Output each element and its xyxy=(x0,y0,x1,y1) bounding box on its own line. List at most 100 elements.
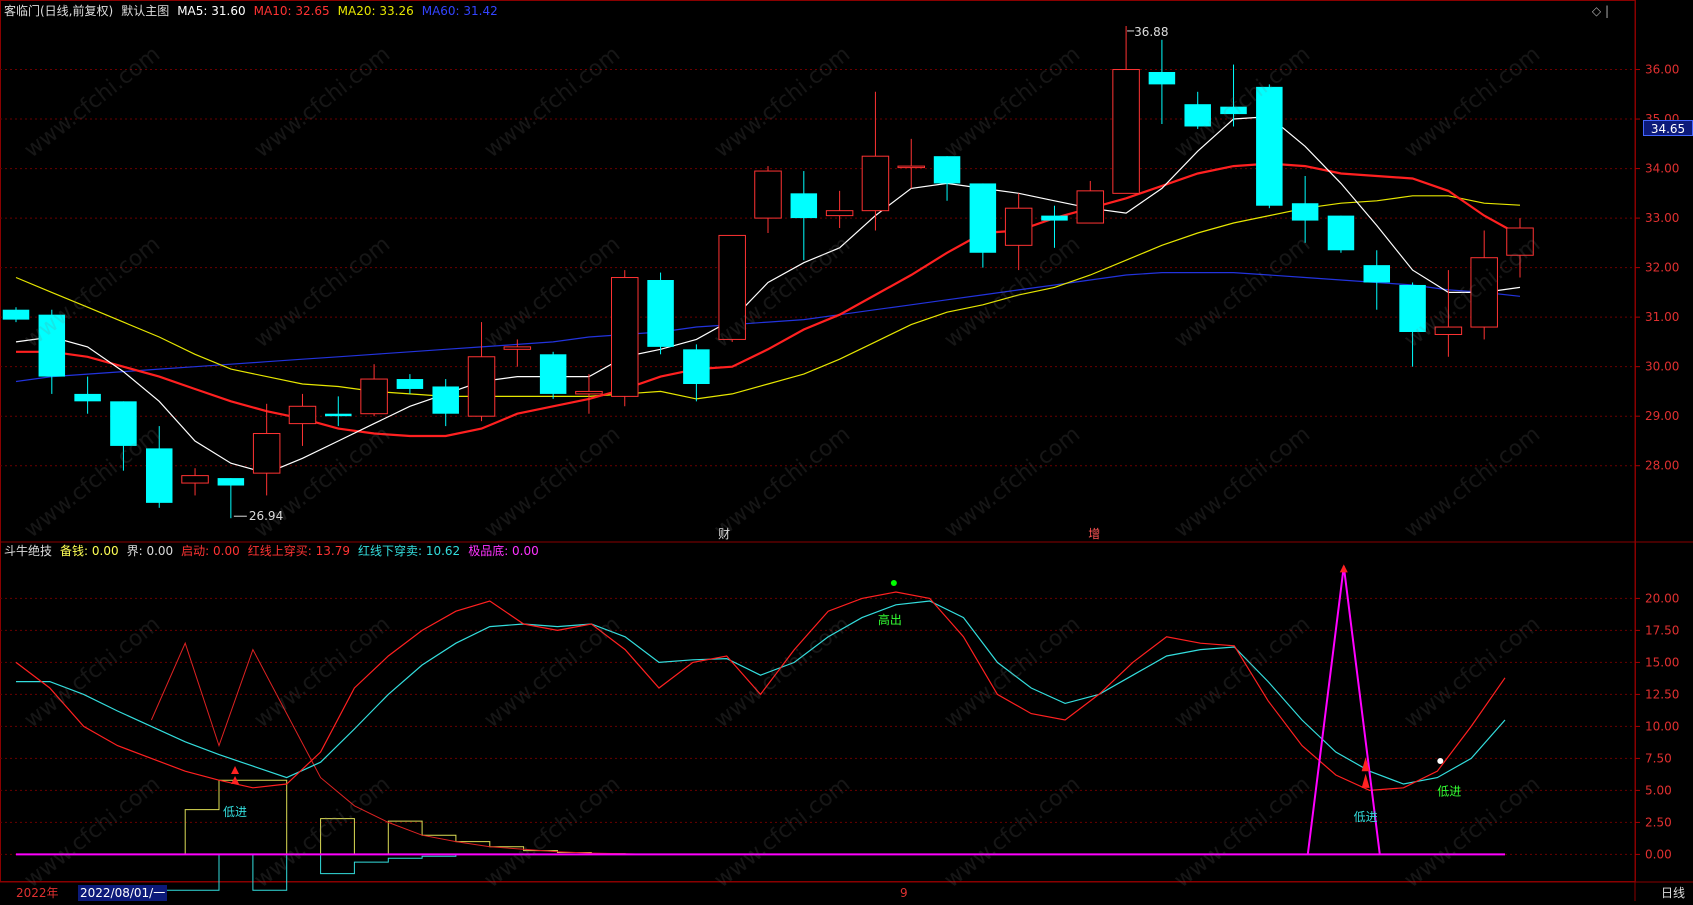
indicator-name[interactable]: 斗牛绝技 xyxy=(4,544,53,558)
ind-tick-label: 10.00 xyxy=(1645,719,1679,733)
event-marker-zeng: 增 xyxy=(1088,527,1100,541)
buy-arrow xyxy=(1361,757,1370,772)
cyan-line xyxy=(16,600,1506,785)
price-tick-label: 32.00 xyxy=(1645,261,1679,275)
ind-tick-label: 2.50 xyxy=(1645,815,1672,829)
ma5-label: MA5: 31.60 xyxy=(177,4,246,18)
ma60-line xyxy=(15,272,1521,383)
signal-high-sell: 高出 xyxy=(878,612,902,627)
stock-name[interactable]: 客临门(日线,前复权) xyxy=(4,4,114,18)
jie-label: 界: 0.00 xyxy=(126,544,174,558)
candle-body-down xyxy=(110,401,137,446)
candle-body-down xyxy=(1184,104,1211,127)
ind-tick-label: 12.50 xyxy=(1645,687,1679,701)
template-name[interactable]: 默认主图 xyxy=(121,4,170,18)
candle-body-up xyxy=(288,405,317,425)
current-price-tag: 34.65 xyxy=(1643,120,1693,136)
buy-arrow xyxy=(231,766,240,774)
candle-body-down xyxy=(1256,86,1283,206)
red-up-label: 红线上穿买: 13.79 xyxy=(247,544,350,558)
candle-body-up xyxy=(503,346,532,350)
ma60-label: MA60: 31.42 xyxy=(421,4,498,18)
current-price-value: 34.65 xyxy=(1650,122,1686,136)
candle-body-down xyxy=(1363,265,1391,283)
candle-body-down xyxy=(2,309,30,320)
signal-low-buy-2: 低进 xyxy=(1354,810,1378,824)
candle-body-up xyxy=(1004,207,1033,246)
candle-body-up xyxy=(1112,69,1140,194)
candle-body-down xyxy=(74,393,101,402)
ind-tick-label: 0.00 xyxy=(1645,847,1672,861)
candle-body-down xyxy=(38,314,66,377)
red-line xyxy=(15,591,1506,792)
price-tick-label: 28.00 xyxy=(1645,459,1679,473)
ind-tick-label: 7.50 xyxy=(1645,751,1672,765)
candle-body-up xyxy=(1076,190,1105,224)
main-header: 客临门(日线,前复权) 默认主图 MA5: 31.60 MA10: 32.65 … xyxy=(4,4,498,18)
candle-body-down xyxy=(1220,106,1247,115)
candle-body-up xyxy=(861,155,890,212)
period-label[interactable]: 日线 xyxy=(1660,886,1685,900)
candle-body-down xyxy=(217,478,245,486)
cyan-step-line xyxy=(151,853,490,891)
candle-body-up xyxy=(897,165,925,169)
high-price-label: 36.88 xyxy=(1134,25,1168,39)
candle-body-up xyxy=(1506,227,1534,256)
price-tick-label: 33.00 xyxy=(1645,211,1679,225)
candle-body-up xyxy=(611,277,639,397)
toolbar-controls: ◇ | xyxy=(1592,4,1609,18)
beiqian-label: 备钱: 0.00 xyxy=(60,544,119,558)
buy-arrow xyxy=(1361,773,1370,788)
ma10-label: MA10: 32.65 xyxy=(253,4,330,18)
white-dot xyxy=(1437,757,1444,764)
indicator-header: 斗牛绝技 备钱: 0.00 界: 0.00 启动: 0.00 红线上穿买: 13… xyxy=(4,544,539,558)
buy-arrow xyxy=(231,776,240,784)
low-price-label: 26.94 xyxy=(249,509,283,523)
candle-body-down xyxy=(647,280,674,347)
candle-body-down xyxy=(1327,215,1355,251)
candle-body-down xyxy=(683,349,710,384)
price-tick-label: 31.00 xyxy=(1645,310,1679,324)
candle-body-down xyxy=(1148,72,1176,85)
signal-low-buy-1: 低进 xyxy=(223,805,247,819)
price-tick-label: 36.00 xyxy=(1645,63,1679,77)
candle-body-down xyxy=(432,386,459,414)
candle-body-up xyxy=(467,356,496,417)
diamond-icon[interactable]: ◇ xyxy=(1591,4,1602,18)
sell-dot xyxy=(890,580,897,587)
candle-body-up xyxy=(360,378,388,415)
price-tick-label: 30.00 xyxy=(1645,360,1679,374)
candle-body-up xyxy=(754,170,782,219)
mid-axis-label: 9 xyxy=(900,886,908,900)
candle-body-down xyxy=(969,183,997,253)
candle-body-down xyxy=(145,448,173,503)
event-marker-cai: 财 xyxy=(718,527,730,541)
ma20-label: MA20: 33.26 xyxy=(337,4,414,18)
extreme-label: 极品底: 0.00 xyxy=(468,544,539,558)
candle-body-down xyxy=(933,156,961,184)
year-label: 2022年 xyxy=(16,886,59,900)
qidong-label: 启动: 0.00 xyxy=(181,544,240,558)
candle-body-up xyxy=(181,475,209,484)
candle-body-up xyxy=(1434,326,1463,335)
ind-tick-label: 15.00 xyxy=(1645,655,1679,669)
candle-body-down xyxy=(539,354,567,394)
spike-arrow xyxy=(1339,564,1348,573)
separator: | xyxy=(1604,4,1609,18)
red-down-label: 红线下穿卖: 10.62 xyxy=(357,544,461,558)
price-tick-label: 29.00 xyxy=(1645,409,1679,423)
candle-body-down xyxy=(1041,215,1068,221)
candle-body-down xyxy=(1399,284,1426,332)
candle-body-down xyxy=(790,193,818,219)
price-tick-label: 34.00 xyxy=(1645,162,1679,176)
candle-body-down xyxy=(325,413,352,417)
main-frame xyxy=(0,0,1636,882)
candle-body-up xyxy=(252,433,281,474)
ind-tick-label: 5.00 xyxy=(1645,783,1672,797)
candle-body-down xyxy=(1291,203,1319,221)
candle-body-up xyxy=(718,234,746,340)
signal-low-buy-3: 低进 xyxy=(1437,785,1461,799)
candle-body-down xyxy=(396,379,424,389)
